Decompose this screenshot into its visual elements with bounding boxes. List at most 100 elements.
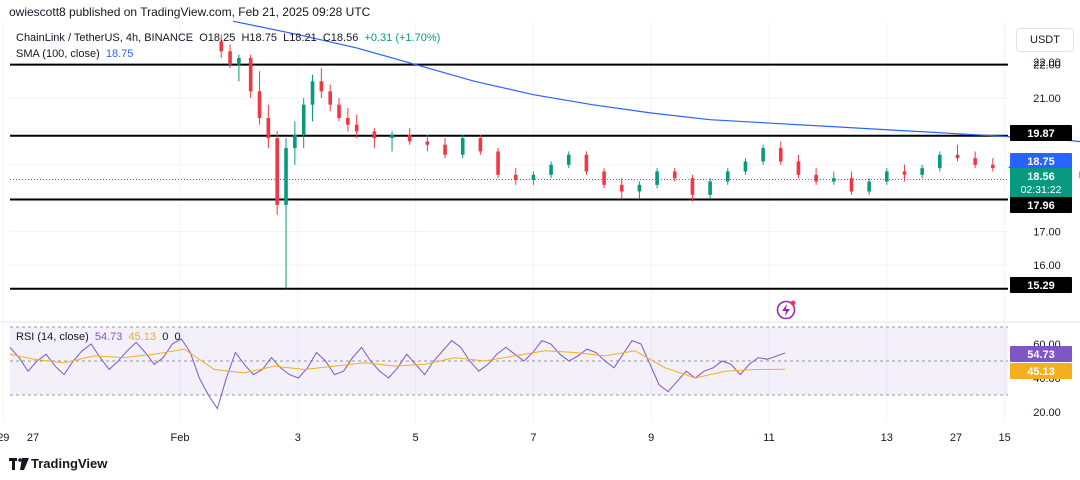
- high-value: 18.75: [249, 32, 277, 44]
- price-label-text: 19.87: [1027, 128, 1055, 140]
- candle-body: [690, 178, 695, 195]
- candle-body: [390, 134, 394, 139]
- rsi-value: 54.73: [94, 331, 123, 343]
- rsi-value-label-text: 54.73: [1027, 349, 1055, 361]
- rsi-ma-value: 45.13: [128, 331, 157, 343]
- candle-body: [219, 41, 224, 52]
- candle-body: [584, 154, 589, 172]
- x-tick-label: 15: [998, 432, 1010, 444]
- candle-body: [725, 171, 730, 182]
- candle-body: [275, 138, 279, 205]
- candle-body: [310, 81, 315, 105]
- candle-body: [228, 51, 232, 65]
- candle-body: [849, 178, 854, 192]
- flash-icon-bolt: [782, 304, 790, 316]
- symbol-name: ChainLink / TetherUS, 4h, BINANCE: [16, 32, 194, 44]
- flash-icon[interactable]: [776, 300, 796, 320]
- rsi-value-label-text: 45.13: [1027, 366, 1055, 378]
- candle-body: [478, 138, 483, 152]
- x-tick-label: 27: [27, 432, 39, 444]
- candle-body: [372, 131, 377, 139]
- sma-line: [232, 20, 1080, 143]
- x-tick-label: 7: [530, 432, 536, 444]
- rsi-value-label: [1010, 363, 1072, 379]
- sma-value: 18.75: [105, 48, 134, 60]
- candle-body: [655, 171, 659, 185]
- candle-body: [531, 174, 536, 180]
- symbol-legend[interactable]: ChainLink / TetherUS, 4h, BINANCE O18.25…: [16, 32, 440, 44]
- countdown-text: 02:31:22: [1021, 184, 1062, 196]
- x-tick-label: 29: [0, 432, 9, 444]
- rsi-value-label: [1010, 346, 1072, 362]
- price-label: [1010, 125, 1072, 141]
- candle-body: [293, 134, 297, 149]
- rsi-line: [9, 338, 786, 410]
- candle-body: [566, 154, 571, 165]
- candle-body: [549, 164, 553, 175]
- candle-body: [867, 181, 871, 192]
- candle-body: [460, 138, 465, 155]
- price-label: [1010, 153, 1072, 169]
- x-tick-label: 5: [413, 432, 419, 444]
- price-label: [1010, 277, 1072, 293]
- candle-body: [814, 174, 818, 182]
- candle-body: [761, 148, 765, 162]
- price-label: [1010, 197, 1072, 213]
- rsi-label: RSI (14, close): [16, 331, 89, 343]
- candle-body: [407, 134, 412, 142]
- candle-body: [672, 171, 677, 179]
- low-value: 18.21: [289, 32, 317, 44]
- price-label: [1010, 168, 1072, 198]
- candle-body: [885, 171, 889, 182]
- close-value: 18.56: [330, 32, 359, 44]
- candle-body: [831, 178, 836, 182]
- candle-body: [708, 181, 712, 195]
- rsi-legend[interactable]: RSI (14, close) 54.73 45.13 0 0: [16, 331, 181, 343]
- open-label: O: [199, 32, 208, 44]
- candle-body: [319, 81, 324, 92]
- price-label-text: 22.00: [1033, 57, 1061, 69]
- y-tick-label: 17.00: [1033, 227, 1061, 239]
- candle-body: [301, 104, 306, 135]
- candle-body: [955, 154, 960, 159]
- candle-body: [991, 164, 995, 169]
- rsi-tick-label: 20.00: [1033, 407, 1061, 419]
- y-tick-label: 16.00: [1033, 260, 1061, 272]
- candle-body: [337, 104, 341, 119]
- high-label: H: [241, 32, 250, 44]
- x-tick-label: 13: [881, 432, 893, 444]
- candle-body: [328, 91, 332, 105]
- candle-body: [496, 151, 500, 175]
- candle-body: [266, 118, 271, 139]
- rsi-extra-1: 0: [162, 331, 169, 343]
- sma-legend[interactable]: SMA (100, close) 18.75: [16, 48, 133, 60]
- candle-body: [920, 168, 924, 175]
- flash-icon-dot: [790, 300, 796, 306]
- candle-body: [973, 158, 977, 165]
- candle-body: [513, 174, 518, 180]
- y-tick-label: 22.00: [1033, 60, 1061, 72]
- candle-body: [257, 91, 262, 119]
- x-tick-label: 11: [763, 432, 774, 444]
- candle-body: [443, 144, 447, 155]
- candle-body: [778, 148, 783, 162]
- sma-label: SMA (100, close): [16, 48, 100, 60]
- candle-body: [902, 171, 907, 175]
- candle-body: [354, 124, 359, 132]
- low-label: L: [283, 32, 290, 44]
- open-value: 18.25: [207, 32, 236, 44]
- gridlines: [2, 22, 1008, 422]
- candle-body: [237, 57, 241, 65]
- currency-button[interactable]: USDT: [1016, 28, 1074, 52]
- y-tick-label: 21.00: [1033, 93, 1061, 105]
- candle-body: [796, 161, 801, 175]
- rsi-ma-line: [9, 348, 786, 379]
- rsi-extra-2: 0: [174, 331, 181, 343]
- price-label-text: 15.29: [1027, 280, 1055, 292]
- change-value: +0.31 (+1.70%): [364, 32, 441, 44]
- close-label: C: [322, 32, 331, 44]
- x-tick-label: 27: [950, 432, 962, 444]
- price-label-text: 18.75: [1027, 156, 1055, 168]
